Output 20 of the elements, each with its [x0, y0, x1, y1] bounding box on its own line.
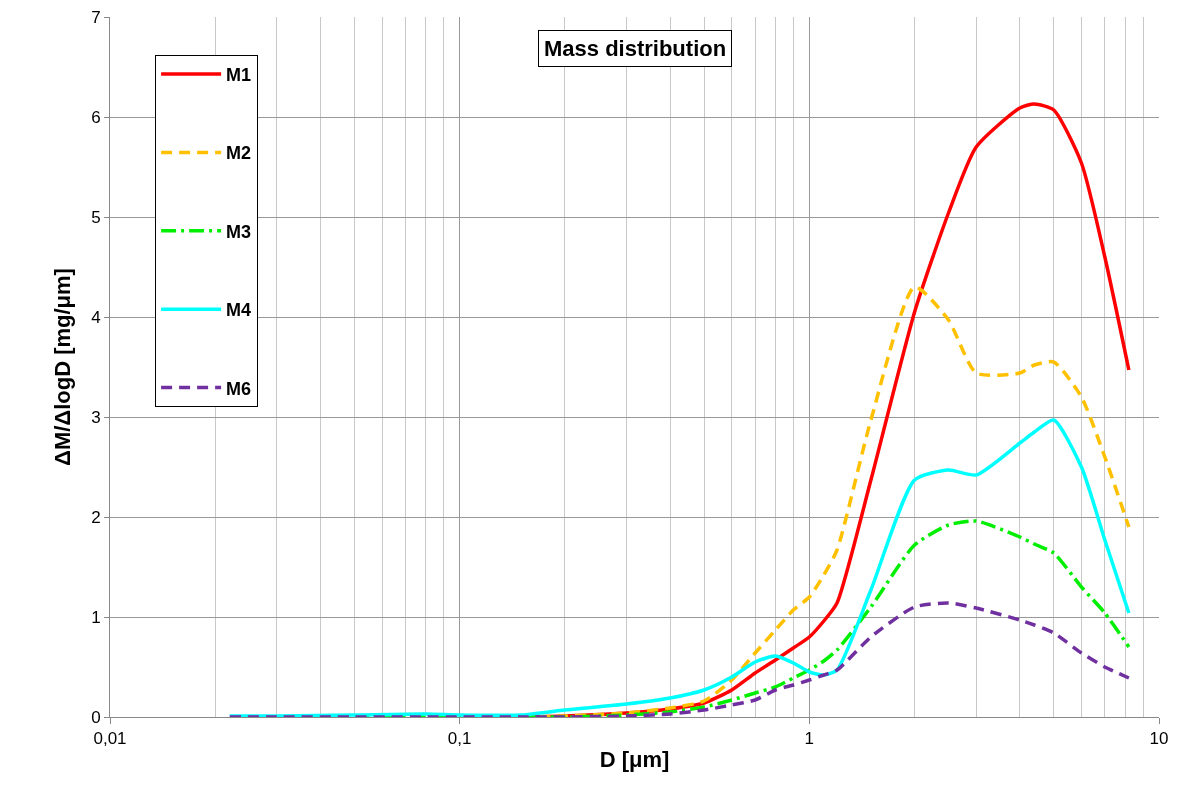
legend-label: M6	[226, 378, 252, 399]
y-axis-title: ΔM/ΔlogD [mg/μm]	[49, 268, 75, 466]
x-tick-label: 0,01	[93, 729, 127, 749]
x-tick-label: 0,1	[447, 729, 472, 749]
x-axis-title: D [μm]	[599, 747, 670, 773]
legend-label: M3	[226, 221, 252, 242]
legend-label: M4	[226, 300, 252, 321]
y-tick-label: 6	[91, 107, 101, 127]
y-tick-label: 4	[91, 307, 101, 327]
y-tick-label: 2	[91, 507, 101, 527]
y-tick-label: 1	[91, 607, 101, 627]
y-tick-label: 5	[91, 207, 101, 227]
y-tick-label: 0	[91, 707, 101, 727]
y-tick-label: 7	[91, 7, 101, 27]
x-tick-label: 10	[1149, 729, 1169, 749]
legend-label: M2	[226, 143, 252, 164]
text: Mass distribution	[544, 36, 727, 61]
x-tick-label: 1	[804, 729, 815, 749]
legend-label: M1	[226, 65, 252, 86]
y-tick-label: 3	[91, 407, 101, 427]
